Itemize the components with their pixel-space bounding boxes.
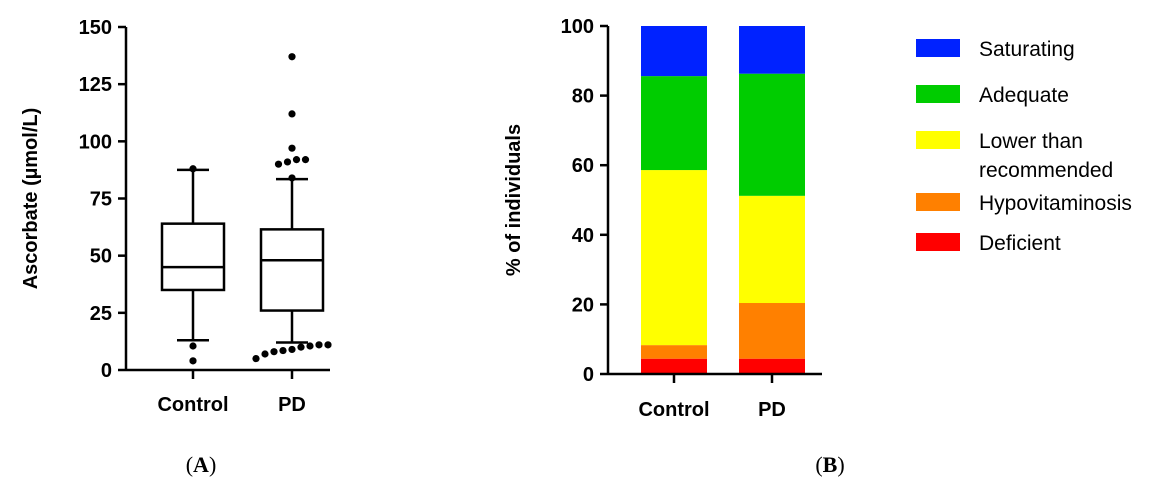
outlier-point bbox=[189, 357, 197, 365]
y-axis-title: Ascorbate (µmol/L) bbox=[20, 108, 42, 290]
x-tick-label: PD bbox=[758, 399, 786, 421]
bar-segment-saturating bbox=[641, 26, 707, 77]
legend: Saturating Adequate Lower than recommended H… bbox=[916, 38, 1132, 255]
bar-segment-hypovitaminosis bbox=[739, 303, 805, 359]
bar-segment-saturating bbox=[739, 26, 805, 74]
bar-segment-deficient bbox=[641, 358, 707, 374]
bar-segment-adequate bbox=[739, 73, 805, 196]
y-tick-label: 25 bbox=[90, 303, 112, 325]
panel-a-label: (A) bbox=[186, 452, 217, 477]
legend-label: Lower than bbox=[979, 130, 1083, 153]
outlier-point bbox=[306, 342, 314, 350]
bar-segment-adequate bbox=[641, 76, 707, 171]
outlier-point bbox=[288, 110, 296, 118]
outlier-point bbox=[324, 341, 332, 349]
outlier-point bbox=[283, 158, 292, 166]
y-axis-title: % of individuals bbox=[503, 124, 525, 276]
outlier-point bbox=[288, 53, 296, 61]
legend-label: Hypovitaminosis bbox=[979, 192, 1132, 215]
y-tick-label: 0 bbox=[101, 360, 112, 382]
legend-item-saturating: Saturating bbox=[916, 38, 1075, 61]
box bbox=[259, 228, 325, 312]
bar-segment-hypovitaminosis bbox=[641, 345, 707, 359]
y-tick-label: 150 bbox=[79, 17, 112, 39]
outlier-point bbox=[301, 156, 310, 164]
x-tick-label: Control bbox=[157, 394, 228, 416]
legend-swatch bbox=[916, 233, 960, 251]
y-tick-label: 75 bbox=[90, 189, 112, 211]
legend-swatch bbox=[916, 39, 960, 57]
x-tick-label: Control bbox=[638, 399, 709, 421]
y-tick-label: 50 bbox=[90, 246, 112, 268]
outlier-point bbox=[315, 341, 323, 349]
x-tick-label: PD bbox=[278, 394, 306, 416]
outlier-point bbox=[189, 165, 197, 173]
outlier-point bbox=[274, 160, 283, 168]
legend-item-lower-than-recommended: Lower than recommended bbox=[916, 130, 1113, 182]
outlier-point bbox=[288, 144, 296, 152]
y-tick-label: 80 bbox=[572, 86, 594, 108]
bar-segment-lower-than-recommended bbox=[641, 170, 707, 346]
y-tick-label: 40 bbox=[572, 225, 594, 247]
y-tick-label: 0 bbox=[583, 364, 594, 386]
outlier-point bbox=[288, 345, 296, 354]
legend-label: recommended bbox=[979, 159, 1113, 182]
y-tick-label: 100 bbox=[79, 131, 112, 153]
legend-item-hypovitaminosis: Hypovitaminosis bbox=[916, 192, 1132, 215]
outlier-point bbox=[279, 346, 287, 355]
legend-swatch bbox=[916, 131, 960, 149]
y-tick-label: 20 bbox=[572, 294, 594, 316]
panel-b-label: (B) bbox=[815, 452, 844, 477]
legend-swatch bbox=[916, 85, 960, 103]
bar-segment-lower-than-recommended bbox=[739, 195, 805, 304]
outlier-point bbox=[189, 342, 197, 350]
outlier-point bbox=[292, 156, 301, 164]
panel-a-boxplot: 0 25 50 75 100 125 150 Ascorbate (µmol/L) Contro… bbox=[20, 17, 332, 416]
outlier-point bbox=[261, 350, 269, 358]
panel-b-stacked-bar: 0 20 40 60 80 100 % of individuals Control PD bbox=[503, 16, 822, 421]
outlier-point bbox=[288, 174, 296, 182]
box bbox=[160, 222, 226, 292]
legend-label: Adequate bbox=[979, 84, 1069, 107]
y-tick-label: 100 bbox=[561, 16, 594, 38]
y-tick-label: 125 bbox=[79, 74, 112, 96]
legend-item-deficient: Deficient bbox=[916, 232, 1061, 255]
outlier-point bbox=[270, 348, 278, 356]
legend-label: Deficient bbox=[979, 232, 1061, 255]
legend-label: Saturating bbox=[979, 38, 1075, 61]
outlier-point bbox=[297, 343, 305, 351]
y-tick-label: 60 bbox=[572, 155, 594, 177]
legend-swatch bbox=[916, 193, 960, 211]
legend-item-adequate: Adequate bbox=[916, 84, 1069, 107]
outlier-point bbox=[252, 354, 260, 363]
bar-segment-deficient bbox=[739, 358, 805, 374]
